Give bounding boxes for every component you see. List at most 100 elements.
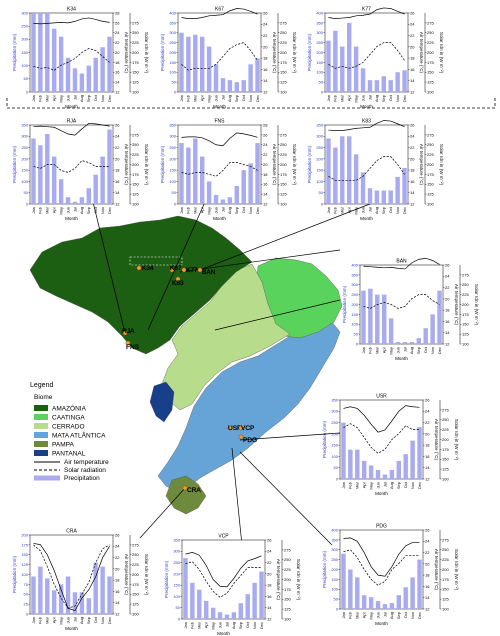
precip-bar bbox=[375, 601, 381, 609]
precip-tick-label: 100 bbox=[351, 322, 358, 327]
month-tick-label: Jun bbox=[213, 95, 218, 101]
charts: K340501001502002503001214161820222426281… bbox=[12, 7, 479, 636]
month-tick-label: Feb bbox=[186, 94, 191, 102]
precip-bar bbox=[190, 582, 195, 619]
chart-title: RJA bbox=[67, 119, 77, 125]
solar-tick-label: 150 bbox=[280, 70, 287, 75]
k-sites-box bbox=[129, 256, 183, 266]
month-tick-label: Aug bbox=[79, 207, 84, 214]
chart-title: K34 bbox=[67, 7, 76, 13]
month-tick-label: Nov bbox=[100, 207, 105, 214]
precip-bar bbox=[217, 612, 223, 619]
site-marker-ban bbox=[197, 267, 203, 273]
plot-frame bbox=[339, 529, 424, 610]
precip-bar bbox=[238, 603, 244, 619]
precip-bar bbox=[51, 156, 57, 204]
solar-tick-label: 125 bbox=[427, 192, 434, 197]
month-tick-label: Jan bbox=[326, 207, 331, 213]
precip-bar bbox=[353, 154, 359, 204]
site-label-k77: K77 bbox=[186, 267, 198, 274]
site-label-k34: K34 bbox=[142, 265, 154, 272]
month-tick-label: Apr bbox=[200, 94, 205, 101]
precip-tick-label: 150 bbox=[169, 60, 176, 65]
temp-tick-label: 18 bbox=[425, 443, 430, 448]
month-tick-label: Nov bbox=[410, 612, 415, 619]
precip-bar bbox=[381, 76, 387, 92]
temp-tick-label: 20 bbox=[445, 296, 450, 301]
brazil-biome-map bbox=[29, 215, 343, 515]
air-temperature-line bbox=[343, 405, 420, 433]
month-tick-label: Oct bbox=[93, 206, 98, 213]
temp-tick-label: 12 bbox=[115, 611, 120, 616]
temp-tick-label: 26 bbox=[445, 262, 450, 267]
temp-tick-label: 18 bbox=[425, 573, 430, 578]
site-label-pdg: PDG bbox=[243, 437, 257, 444]
month-tick-label: Sep bbox=[86, 94, 91, 102]
precip-tick-label: 150 bbox=[316, 168, 323, 173]
precip-tick-label: 150 bbox=[21, 50, 28, 55]
precip-bar bbox=[100, 156, 105, 204]
temp-tick-label: 22 bbox=[115, 555, 120, 560]
solar-tick-label: 150 bbox=[442, 457, 449, 462]
month-tick-label: Feb bbox=[190, 621, 195, 629]
month-tick-label: Aug bbox=[389, 612, 394, 619]
month-tick-label: Jul bbox=[72, 95, 77, 100]
precip-bar bbox=[402, 70, 407, 92]
month-tick-label: Jun bbox=[65, 95, 70, 101]
precip-bar bbox=[346, 136, 352, 204]
precip-bar bbox=[255, 58, 260, 92]
precip-tick-label: 0 bbox=[178, 616, 181, 621]
month-tick-label: May bbox=[206, 207, 211, 215]
solar-tick-label: 100 bbox=[442, 476, 449, 481]
temp-tick-label: 14 bbox=[115, 80, 120, 85]
month-tick-label: Jul bbox=[402, 347, 407, 352]
precip-bar bbox=[45, 13, 50, 92]
month-tick-label: Nov bbox=[252, 622, 257, 629]
temp-tick-label: 20 bbox=[425, 561, 430, 566]
temp-tick-label: 14 bbox=[410, 78, 415, 83]
precip-tick-label: 50 bbox=[172, 190, 177, 195]
precip-tick-label: 125 bbox=[21, 562, 28, 567]
temp-tick-label: 24 bbox=[410, 22, 415, 27]
precip-tick-label: 150 bbox=[21, 168, 28, 173]
chart-k67: K67 0 50 100 150 200 250 300 350 400 12 14 16 18 20 22 2… bbox=[160, 7, 297, 110]
air-temperature-line bbox=[363, 257, 440, 270]
x-axis-label: Month bbox=[217, 631, 230, 636]
precip-bar bbox=[38, 13, 43, 92]
month-tick-label: Sep bbox=[396, 611, 401, 619]
plot-frame bbox=[177, 124, 262, 205]
precip-bar bbox=[100, 566, 105, 614]
precip-bar bbox=[107, 36, 112, 92]
precip-tick-label: 100 bbox=[21, 572, 28, 577]
month-tick-label: Jun bbox=[65, 207, 70, 213]
solar-tick-label: 200 bbox=[280, 162, 287, 167]
precip-bar bbox=[72, 68, 78, 92]
month-tick-label: Aug bbox=[409, 347, 414, 354]
precip-bar bbox=[186, 36, 191, 92]
precip-tick-label: 175 bbox=[21, 542, 28, 547]
month-tick-label: Nov bbox=[430, 347, 435, 354]
solar-axis-label: Solar rdn in (W m⁻²) bbox=[292, 32, 297, 74]
month-tick-label: Nov bbox=[248, 95, 253, 102]
solar-tick-label: 275 bbox=[132, 132, 139, 137]
temp-tick-label: 14 bbox=[263, 78, 268, 83]
precip-bar bbox=[107, 129, 112, 204]
month-tick-label: Aug bbox=[79, 617, 84, 624]
precip-tick-label: 250 bbox=[316, 145, 323, 150]
precip-tick-label: 400 bbox=[331, 527, 338, 532]
precip-tick-label: 300 bbox=[331, 409, 338, 414]
temp-tick-label: 14 bbox=[425, 595, 430, 600]
precip-tick-label: 50 bbox=[319, 80, 324, 85]
precip-bar bbox=[368, 465, 374, 479]
solar-tick-label: 175 bbox=[427, 172, 434, 177]
temp-tick-label: 12 bbox=[410, 89, 415, 94]
temp-tick-label: 16 bbox=[410, 179, 415, 184]
temp-tick-label: 22 bbox=[425, 550, 430, 555]
precip-tick-label: 0 bbox=[26, 611, 29, 616]
solar-axis-label: Solar rdn in (W m⁻²) bbox=[144, 32, 149, 74]
month-tick-label: Jan bbox=[341, 612, 346, 618]
precip-tick-label: 350 bbox=[169, 20, 176, 25]
temp-tick-label: 18 bbox=[263, 56, 268, 61]
temp-tick-label: 22 bbox=[410, 145, 415, 150]
precip-bar bbox=[410, 440, 415, 479]
